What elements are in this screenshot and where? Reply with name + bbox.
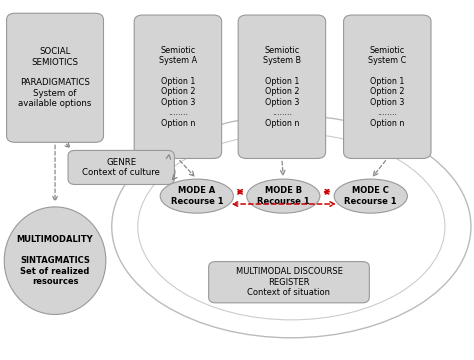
Text: MULTIMODAL DISCOURSE
REGISTER
Context of situation: MULTIMODAL DISCOURSE REGISTER Context of… [236,267,342,297]
Text: MODE B
Recourse 1: MODE B Recourse 1 [257,186,310,206]
Ellipse shape [334,179,407,213]
Text: Semiotic
System C

Option 1
Option 2
Option 3
........
Option n: Semiotic System C Option 1 Option 2 Opti… [368,46,406,128]
FancyBboxPatch shape [7,13,103,142]
FancyBboxPatch shape [344,15,431,158]
Text: MODE C
Recourse 1: MODE C Recourse 1 [345,186,397,206]
Text: MULTIMODALITY

SINTAGMATICS
Set of realized
resources: MULTIMODALITY SINTAGMATICS Set of realiz… [17,235,93,286]
Ellipse shape [246,179,320,213]
FancyBboxPatch shape [238,15,326,158]
Ellipse shape [160,179,234,213]
Text: MODE A
Recourse 1: MODE A Recourse 1 [171,186,223,206]
FancyBboxPatch shape [134,15,222,158]
Text: GENRE
Context of culture: GENRE Context of culture [82,158,160,177]
FancyBboxPatch shape [68,150,174,184]
Ellipse shape [4,207,106,315]
Text: Semiotic
System B

Option 1
Option 2
Option 3
........
Option n: Semiotic System B Option 1 Option 2 Opti… [263,46,301,128]
Text: Semiotic
System A

Option 1
Option 2
Option 3
........
Option n: Semiotic System A Option 1 Option 2 Opti… [159,46,197,128]
Text: SOCIAL
SEMIOTICS

PARADIGMATICS
System of
available options: SOCIAL SEMIOTICS PARADIGMATICS System of… [18,47,92,108]
FancyBboxPatch shape [209,262,369,303]
